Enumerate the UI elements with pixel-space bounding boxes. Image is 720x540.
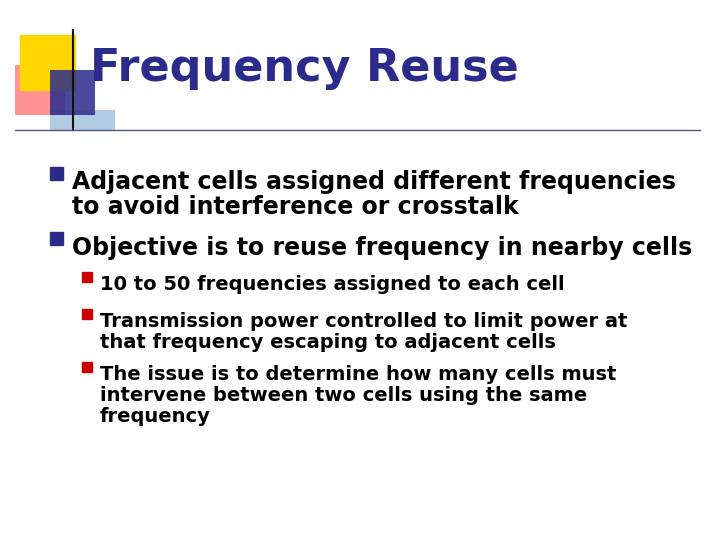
Bar xyxy=(82,309,92,319)
Bar xyxy=(82,362,92,372)
Bar xyxy=(50,232,63,245)
Bar xyxy=(50,110,115,130)
Text: Frequency Reuse: Frequency Reuse xyxy=(90,46,518,90)
Text: to avoid interference or crosstalk: to avoid interference or crosstalk xyxy=(72,195,518,219)
Bar xyxy=(15,65,65,115)
Bar xyxy=(82,272,92,282)
Text: Transmission power controlled to limit power at: Transmission power controlled to limit p… xyxy=(100,312,627,331)
Text: Adjacent cells assigned different frequencies: Adjacent cells assigned different freque… xyxy=(72,170,676,194)
Text: frequency: frequency xyxy=(100,407,211,426)
Text: Objective is to reuse frequency in nearby cells: Objective is to reuse frequency in nearb… xyxy=(72,236,692,260)
Text: that frequency escaping to adjacent cells: that frequency escaping to adjacent cell… xyxy=(100,333,556,352)
Bar xyxy=(20,35,75,90)
Bar xyxy=(50,167,63,180)
Bar xyxy=(50,70,95,115)
Text: The issue is to determine how many cells must: The issue is to determine how many cells… xyxy=(100,365,616,384)
Text: 10 to 50 frequencies assigned to each cell: 10 to 50 frequencies assigned to each ce… xyxy=(100,275,564,294)
Text: intervene between two cells using the same: intervene between two cells using the sa… xyxy=(100,386,588,405)
